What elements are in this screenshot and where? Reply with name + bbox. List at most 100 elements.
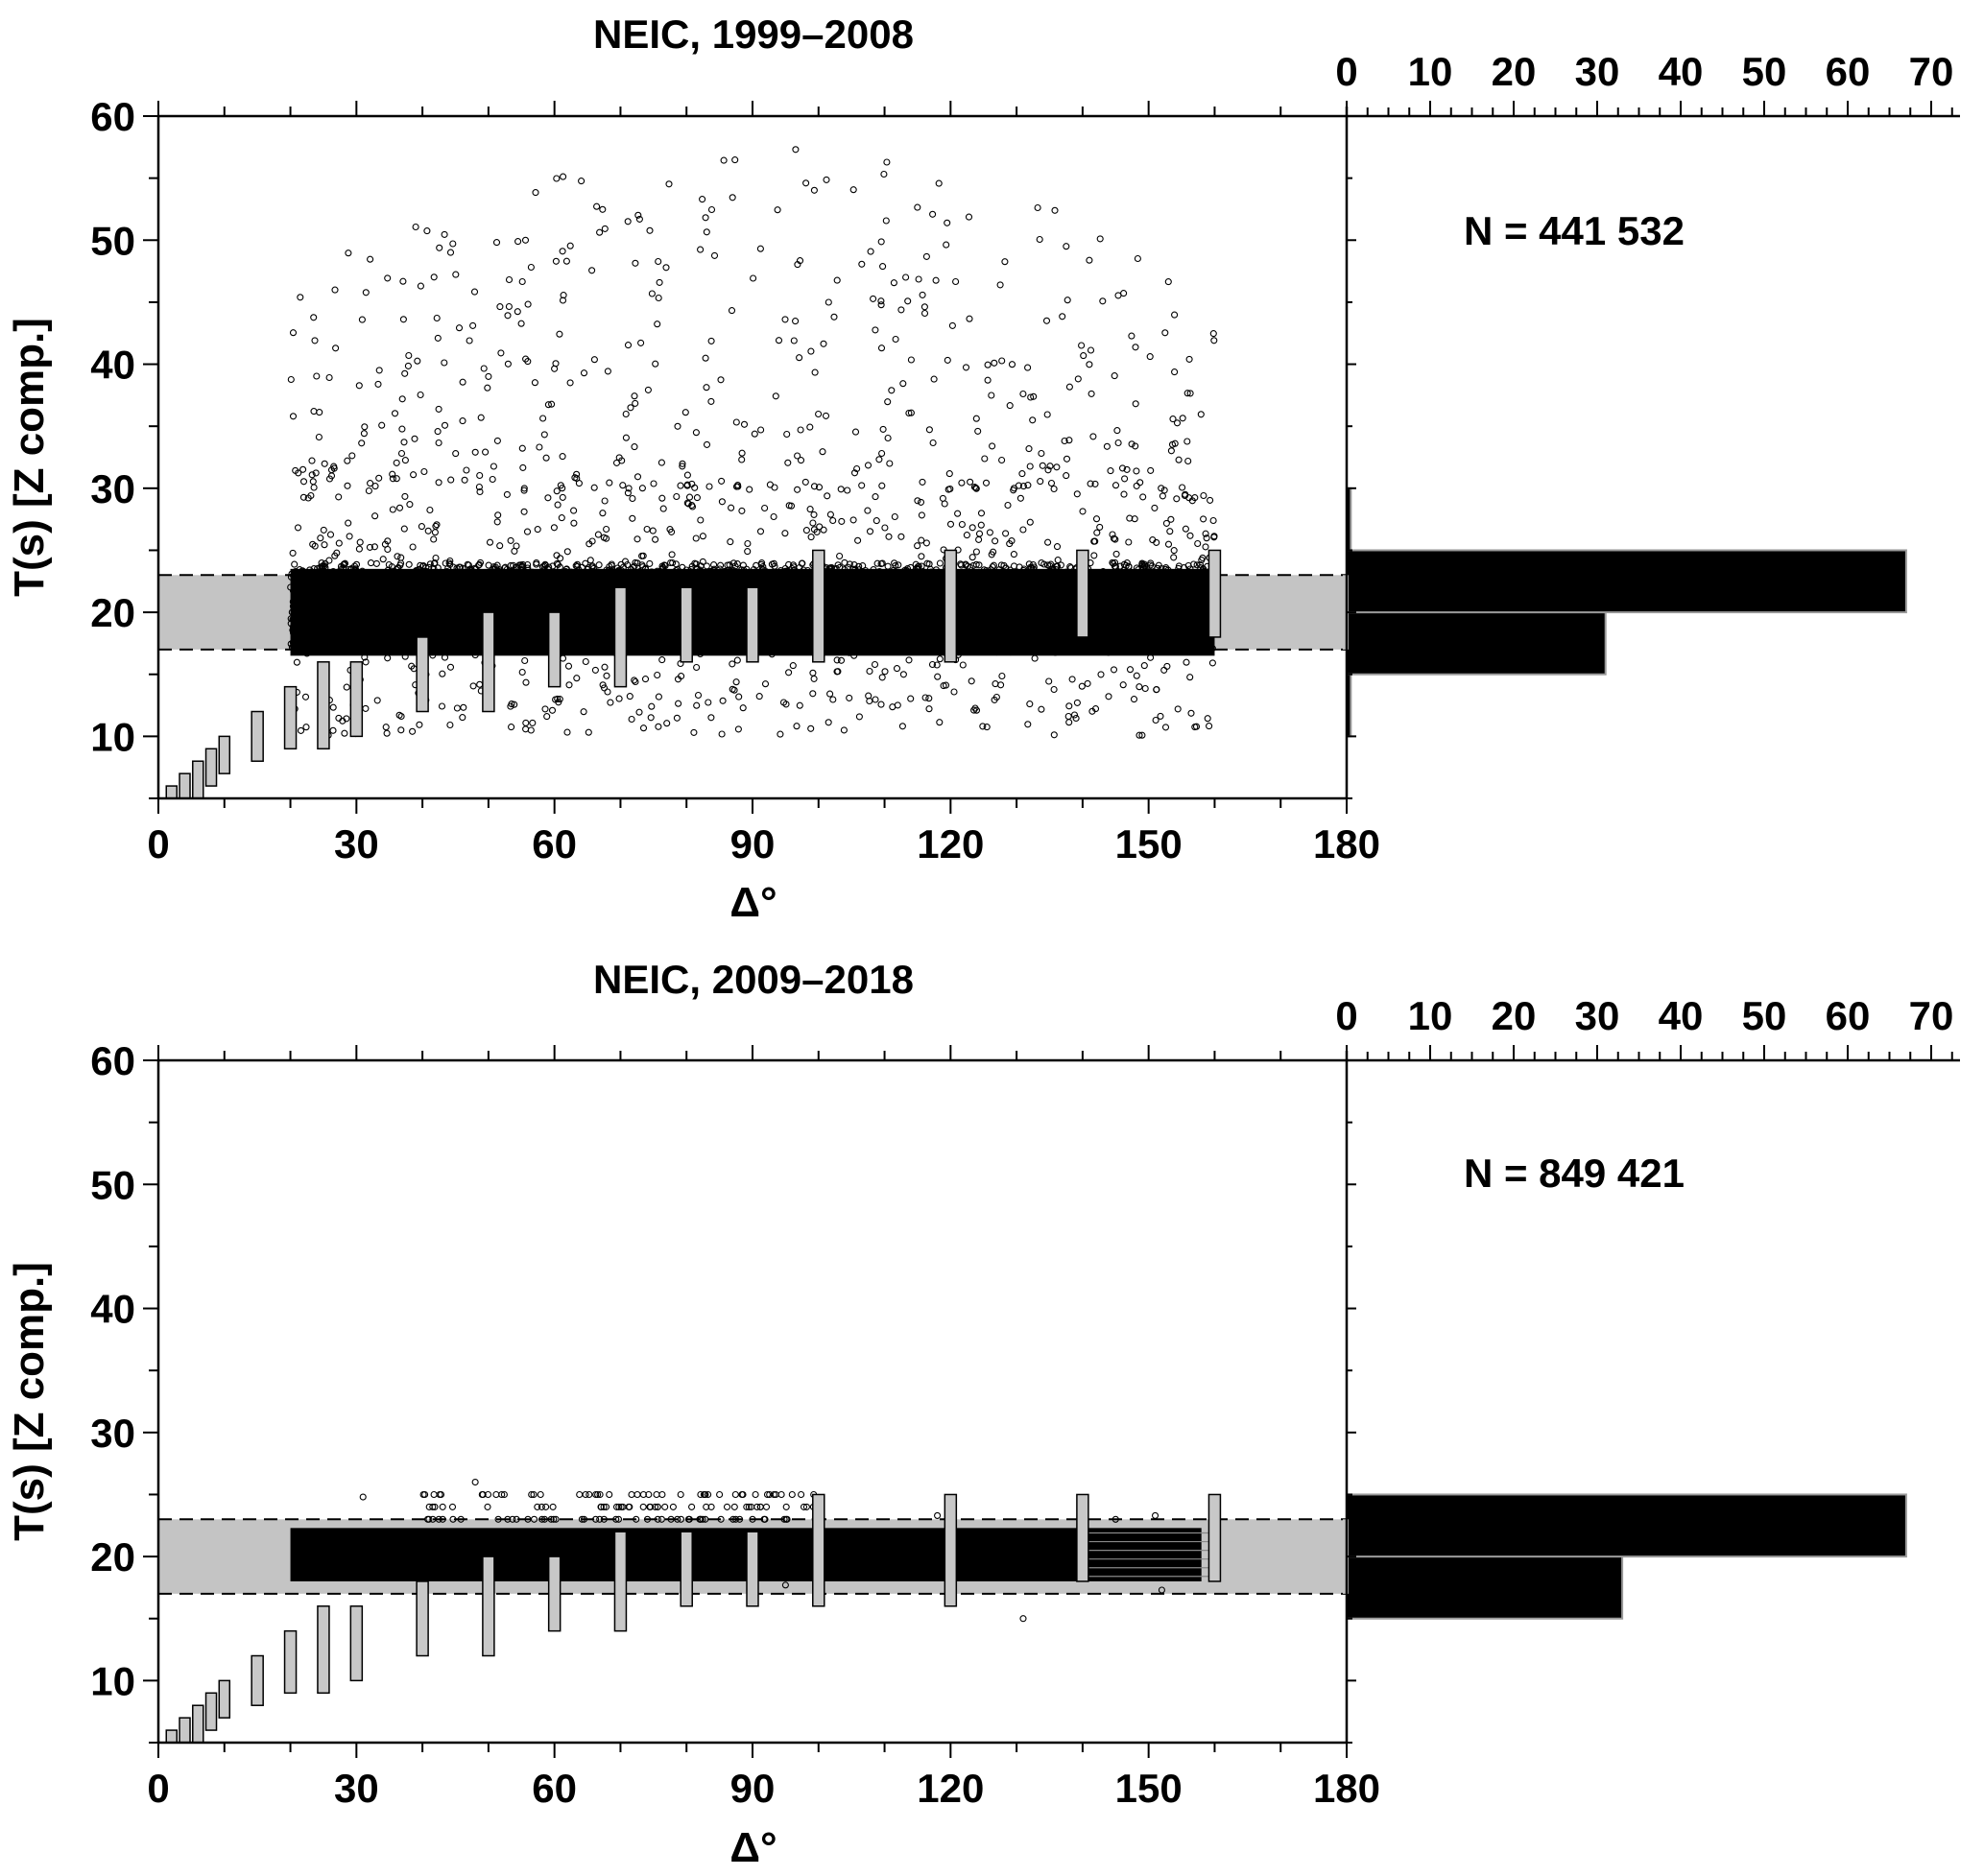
scatter-point bbox=[531, 379, 538, 387]
scatter-point bbox=[878, 482, 886, 489]
scatter-point bbox=[1030, 392, 1038, 400]
scatter-point bbox=[929, 210, 937, 218]
scatter-point bbox=[311, 542, 319, 550]
scatter-point bbox=[1203, 534, 1210, 542]
scatter-point bbox=[313, 372, 321, 380]
scatter-point bbox=[1046, 562, 1054, 570]
scatter-point bbox=[739, 704, 747, 712]
scatter-point bbox=[1184, 457, 1192, 465]
range-box bbox=[192, 760, 204, 799]
scatter-point bbox=[1161, 724, 1170, 731]
scatter-point bbox=[1166, 528, 1174, 535]
scatter-point bbox=[291, 560, 299, 568]
scatter-point bbox=[872, 493, 879, 501]
scatter-point bbox=[518, 668, 526, 677]
scatter-point bbox=[1206, 723, 1213, 730]
scatter-point bbox=[395, 711, 403, 719]
scatter-point bbox=[1001, 258, 1009, 266]
scatter-point bbox=[829, 516, 837, 525]
scatter-point bbox=[735, 693, 743, 701]
scatter-point bbox=[460, 703, 467, 711]
scatter-point bbox=[657, 1515, 665, 1523]
scatter-point bbox=[293, 658, 300, 666]
scatter-point bbox=[718, 477, 726, 485]
scatter-point bbox=[1202, 530, 1209, 537]
scatter-point bbox=[690, 728, 698, 736]
scatter-point bbox=[668, 528, 676, 535]
scatter-point bbox=[717, 376, 725, 384]
scatter-point bbox=[1024, 364, 1032, 371]
scatter-point bbox=[532, 189, 539, 197]
scatter-point bbox=[529, 719, 537, 726]
scatter-point bbox=[1026, 701, 1034, 708]
scatter-point bbox=[872, 696, 879, 703]
scatter-point bbox=[977, 510, 986, 517]
scatter-point bbox=[431, 529, 439, 536]
scatter-point bbox=[710, 561, 718, 569]
scatter-point bbox=[435, 439, 442, 447]
scatter-point bbox=[384, 274, 392, 282]
scatter-point bbox=[649, 527, 657, 534]
scatter-point bbox=[665, 180, 673, 188]
scatter-point bbox=[383, 729, 391, 737]
scatter-point bbox=[982, 479, 991, 487]
scatter-point bbox=[635, 708, 643, 716]
scatter-point bbox=[459, 417, 466, 425]
scatter-point bbox=[801, 478, 809, 486]
scatter-point bbox=[707, 397, 715, 405]
range-box bbox=[680, 586, 693, 663]
scatter-point bbox=[717, 561, 725, 569]
scatter-point bbox=[340, 561, 347, 569]
scatter-point bbox=[436, 244, 443, 251]
scatter-point bbox=[1103, 442, 1111, 450]
scatter-point bbox=[655, 693, 662, 701]
scatter-point bbox=[879, 263, 887, 271]
scatter-point bbox=[362, 289, 370, 297]
scatter-point bbox=[585, 728, 592, 736]
scatter-point bbox=[919, 478, 926, 486]
range-box bbox=[746, 586, 759, 663]
scatter-point bbox=[885, 533, 893, 540]
scatter-point bbox=[287, 375, 295, 384]
range-box bbox=[1076, 1493, 1089, 1582]
scatter-point bbox=[432, 554, 440, 562]
scatter-point bbox=[344, 457, 351, 464]
scatter-point bbox=[1183, 658, 1190, 666]
scatter-point bbox=[756, 245, 764, 252]
scatter-point bbox=[329, 703, 337, 711]
scatter-point bbox=[632, 399, 639, 407]
scatter-point bbox=[679, 460, 686, 467]
scatter-point bbox=[534, 526, 541, 534]
scatter-point bbox=[674, 676, 682, 683]
scatter-point bbox=[496, 303, 504, 311]
scatter-point bbox=[744, 539, 752, 548]
scatter-point bbox=[399, 316, 407, 323]
scatter-point bbox=[1039, 462, 1046, 469]
scatter-point bbox=[1158, 485, 1165, 492]
range-box bbox=[944, 1493, 958, 1607]
scatter-point bbox=[705, 483, 713, 490]
scatter-point bbox=[732, 483, 741, 490]
scatter-point bbox=[339, 717, 347, 724]
scatter-point bbox=[914, 497, 921, 505]
scatter-point bbox=[522, 678, 530, 686]
scatter-point bbox=[794, 486, 801, 493]
scatter-point bbox=[1046, 463, 1054, 470]
scatter-point bbox=[434, 428, 442, 436]
scatter-point bbox=[566, 242, 574, 249]
scatter-point bbox=[521, 656, 529, 665]
scatter-point bbox=[846, 694, 853, 701]
scatter-point bbox=[599, 510, 607, 517]
scatter-point bbox=[970, 706, 978, 714]
scatter-point bbox=[996, 281, 1004, 289]
scatter-point bbox=[1045, 677, 1053, 685]
scatter-point bbox=[1112, 550, 1120, 558]
scatter-point bbox=[1120, 490, 1128, 498]
scatter-point bbox=[954, 510, 962, 517]
scatter-point bbox=[645, 1490, 653, 1499]
scatter-point bbox=[397, 449, 406, 458]
scatter-point bbox=[557, 482, 564, 489]
scatter-point bbox=[675, 700, 682, 707]
scatter-point bbox=[600, 534, 608, 541]
scatter-point bbox=[511, 547, 518, 555]
